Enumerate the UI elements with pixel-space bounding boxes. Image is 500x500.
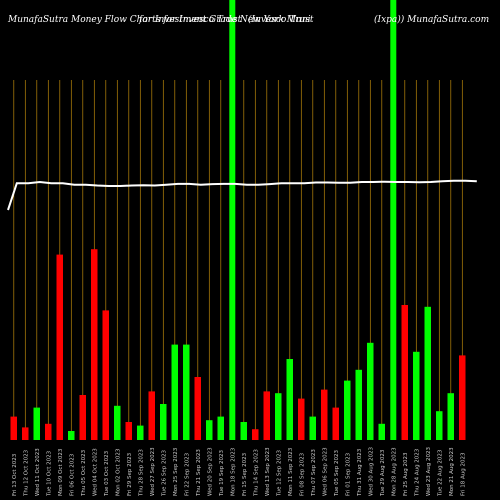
volume-bar bbox=[194, 377, 201, 440]
volume-bar bbox=[424, 306, 431, 440]
x-tick-label: Thu 21 Sep 2023 bbox=[196, 449, 202, 497]
x-tick-label: Thu 07 Sep 2023 bbox=[311, 449, 317, 497]
x-tick-label: Fri 29 Sep 2023 bbox=[127, 452, 133, 496]
x-tick-label: Tue 19 Sep 2023 bbox=[219, 449, 225, 497]
volume-bar bbox=[401, 305, 408, 440]
x-tick-label: Wed 27 Sep 2023 bbox=[150, 447, 156, 496]
x-tick-label: Wed 04 Oct 2023 bbox=[92, 448, 98, 496]
x-tick-label: Tue 26 Sep 2023 bbox=[161, 449, 167, 497]
price-line bbox=[7, 179, 477, 211]
x-tick-label: Tue 22 Aug 2023 bbox=[437, 449, 443, 497]
x-tick-label: Tue 12 Sep 2023 bbox=[276, 449, 282, 497]
volume-bar bbox=[217, 416, 224, 440]
volume-bar bbox=[263, 391, 270, 440]
volume-bar bbox=[91, 249, 98, 440]
x-tick-label: Tue 29 Aug 2023 bbox=[380, 449, 386, 497]
x-tick-label: Mon 28 Aug 2023 bbox=[391, 447, 397, 496]
highlight-bar bbox=[390, 0, 397, 440]
x-tick-label: Thu 28 Sep 2023 bbox=[138, 449, 144, 497]
x-tick-label: Wed 06 Sep 2023 bbox=[322, 447, 328, 496]
volume-bar bbox=[148, 391, 155, 440]
x-tick-label: Fri 13 Oct 2023 bbox=[12, 453, 18, 496]
volume-bar bbox=[171, 344, 178, 440]
x-tick-label: Wed 30 Aug 2023 bbox=[368, 447, 374, 496]
x-tick-label: Thu 14 Sep 2023 bbox=[253, 449, 259, 497]
x-tick-label: Mon 09 Oct 2023 bbox=[58, 448, 64, 496]
x-tick-label: Fri 22 Sep 2023 bbox=[184, 452, 190, 496]
x-tick-label: Fri 01 Sep 2023 bbox=[345, 452, 351, 496]
header-left: MunafaSutra Money Flow Charts for Invesc… bbox=[8, 15, 242, 25]
header-far-right: (Ixpa)) MunafaSutra.com bbox=[374, 15, 490, 25]
x-tick-label: Thu 31 Aug 2023 bbox=[357, 448, 363, 497]
x-tick-label: Fri 18 Aug 2023 bbox=[460, 452, 466, 496]
volume-bar bbox=[378, 423, 385, 440]
volume-bar bbox=[68, 431, 75, 440]
volume-bar bbox=[114, 405, 121, 440]
volume-bar bbox=[309, 416, 316, 440]
x-tick-label: Mon 02 Oct 2023 bbox=[115, 448, 121, 496]
x-tick-label: Thu 12 Oct 2023 bbox=[23, 449, 29, 497]
x-tick-label: Wed 20 Sep 2023 bbox=[207, 447, 213, 496]
volume-bar bbox=[79, 395, 86, 440]
x-tick-label: Wed 23 Aug 2023 bbox=[426, 447, 432, 496]
volume-bar bbox=[459, 355, 466, 440]
header-right: (Invesco Trust bbox=[248, 15, 314, 25]
volume-bar bbox=[125, 422, 132, 440]
volume-bar bbox=[344, 380, 351, 440]
volume-bar bbox=[137, 425, 144, 440]
x-tick-label: Mon 25 Sep 2023 bbox=[173, 447, 179, 496]
volume-bar bbox=[355, 369, 362, 440]
x-tick-label: Tue 03 Oct 2023 bbox=[104, 450, 110, 497]
volume-bar bbox=[367, 342, 374, 440]
volume-bar bbox=[275, 393, 282, 440]
volume-bar bbox=[160, 404, 167, 440]
volume-bar bbox=[45, 423, 52, 440]
volume-bar bbox=[56, 254, 63, 440]
volume-bar bbox=[447, 393, 454, 440]
volume-bar bbox=[22, 427, 29, 440]
volume-bar bbox=[252, 429, 259, 440]
x-tick-label: Mon 11 Sep 2023 bbox=[288, 447, 294, 496]
highlight-bar bbox=[229, 0, 236, 440]
volume-bar bbox=[436, 411, 443, 440]
volume-bar bbox=[102, 310, 109, 440]
x-tick-label: Tue 05 Sep 2023 bbox=[334, 449, 340, 497]
volume-bar bbox=[332, 407, 339, 440]
volume-bar bbox=[206, 420, 213, 440]
bars bbox=[10, 0, 466, 440]
x-tick-label: Fri 06 Oct 2023 bbox=[69, 453, 75, 496]
volume-bar bbox=[183, 344, 190, 440]
x-tick-label: Fri 25 Aug 2023 bbox=[403, 452, 409, 496]
x-tick-label: Wed 11 Oct 2023 bbox=[35, 448, 41, 496]
x-tick-label: Mon 18 Sep 2023 bbox=[230, 447, 236, 496]
volume-bar bbox=[240, 422, 247, 440]
price-line-layer bbox=[7, 179, 477, 211]
x-tick-label: Fri 15 Sep 2023 bbox=[242, 452, 248, 496]
x-tick-label: Thu 05 Oct 2023 bbox=[81, 449, 87, 497]
x-axis-labels: Fri 13 Oct 2023 Thu 12 Oct 2023 Wed 11 Oct… bbox=[12, 447, 466, 497]
x-tick-label: Fri 08 Sep 2023 bbox=[299, 452, 305, 496]
volume-bar bbox=[413, 351, 420, 440]
volume-bar bbox=[321, 389, 328, 440]
x-tick-label: Thu 24 Aug 2023 bbox=[414, 448, 420, 497]
volume-bar bbox=[298, 398, 305, 440]
x-tick-label: Mon 21 Aug 2023 bbox=[449, 447, 455, 496]
x-tick-label: Wed 13 Sep 2023 bbox=[265, 447, 271, 496]
header-middle: for Investment Grade New York Muni bbox=[139, 15, 311, 25]
volume-bar bbox=[33, 407, 40, 440]
volume-bar bbox=[10, 416, 17, 440]
x-tick-label: Tue 10 Oct 2023 bbox=[46, 450, 52, 497]
volume-bar bbox=[286, 359, 293, 440]
